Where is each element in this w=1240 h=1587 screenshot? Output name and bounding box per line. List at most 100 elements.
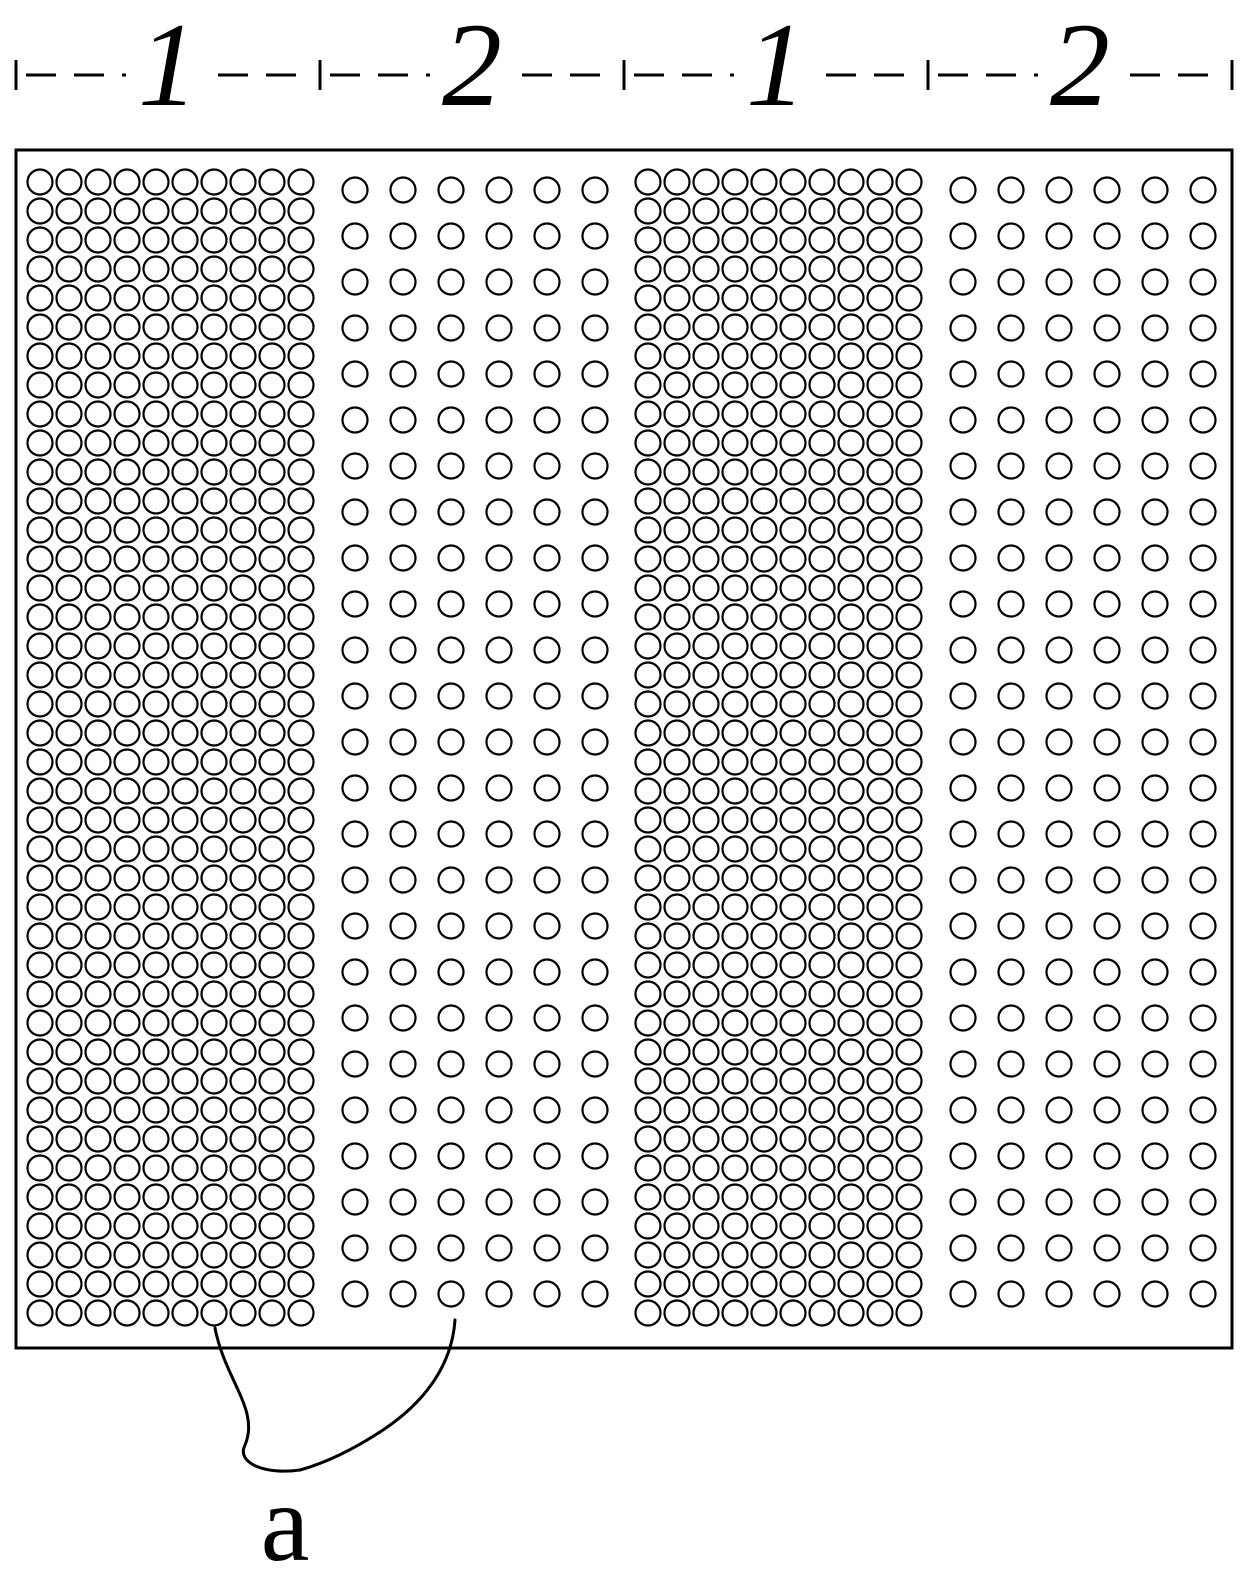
dot xyxy=(694,1156,719,1181)
dot xyxy=(839,982,864,1007)
dot xyxy=(694,1272,719,1297)
dot xyxy=(897,750,922,775)
dot xyxy=(1191,776,1216,801)
dot xyxy=(28,1156,53,1181)
dot xyxy=(343,960,368,985)
dot xyxy=(115,199,140,224)
dot xyxy=(951,1052,976,1077)
dot xyxy=(343,592,368,617)
dot xyxy=(723,402,748,427)
dot xyxy=(868,982,893,1007)
dot xyxy=(868,402,893,427)
dot xyxy=(28,286,53,311)
dot xyxy=(144,982,169,1007)
dot xyxy=(810,170,835,195)
dot xyxy=(57,402,82,427)
dot xyxy=(839,373,864,398)
dot xyxy=(839,460,864,485)
dot xyxy=(752,1301,777,1326)
dot xyxy=(202,721,227,746)
dot xyxy=(173,518,198,543)
dot xyxy=(231,1127,256,1152)
dot xyxy=(781,866,806,891)
dot xyxy=(752,953,777,978)
dot xyxy=(173,228,198,253)
dot xyxy=(723,779,748,804)
dot xyxy=(781,721,806,746)
dot xyxy=(839,721,864,746)
dot xyxy=(487,1144,512,1169)
dot xyxy=(343,1052,368,1077)
dot xyxy=(115,750,140,775)
dot xyxy=(231,344,256,369)
dot xyxy=(868,924,893,949)
dot xyxy=(202,344,227,369)
dot xyxy=(231,315,256,340)
dot xyxy=(810,286,835,311)
dot xyxy=(723,257,748,282)
dot xyxy=(1143,546,1168,571)
dot xyxy=(202,576,227,601)
region-label-1: 2 xyxy=(442,0,502,131)
dot xyxy=(694,460,719,485)
dot xyxy=(115,895,140,920)
dot xyxy=(86,837,111,862)
dot xyxy=(144,663,169,688)
dot xyxy=(723,315,748,340)
dot xyxy=(897,199,922,224)
dot xyxy=(343,224,368,249)
dot xyxy=(781,808,806,833)
dot xyxy=(115,431,140,456)
dot xyxy=(391,914,416,939)
dot xyxy=(752,1011,777,1036)
dot xyxy=(868,866,893,891)
dot xyxy=(723,1243,748,1268)
dot xyxy=(665,663,690,688)
dot xyxy=(897,895,922,920)
dot xyxy=(951,1144,976,1169)
dot xyxy=(289,1011,314,1036)
region-label-2: 1 xyxy=(746,0,806,131)
dot xyxy=(202,1243,227,1268)
dot xyxy=(665,1069,690,1094)
dot xyxy=(839,837,864,862)
dot xyxy=(999,1144,1024,1169)
dot xyxy=(951,914,976,939)
dot xyxy=(694,257,719,282)
dot xyxy=(897,402,922,427)
dot xyxy=(28,518,53,543)
dot xyxy=(487,1052,512,1077)
dot xyxy=(202,1272,227,1297)
dot xyxy=(57,373,82,398)
label-a: a xyxy=(261,1462,310,1584)
dot xyxy=(897,721,922,746)
dot xyxy=(723,895,748,920)
dot xyxy=(260,228,285,253)
dot xyxy=(202,808,227,833)
dot xyxy=(260,489,285,514)
dot xyxy=(289,924,314,949)
dot xyxy=(636,547,661,572)
dot xyxy=(202,750,227,775)
dot xyxy=(665,605,690,630)
dot xyxy=(144,1040,169,1065)
dot xyxy=(115,866,140,891)
dot xyxy=(1047,1190,1072,1215)
dot xyxy=(487,270,512,295)
dot xyxy=(86,518,111,543)
dot xyxy=(999,270,1024,295)
dot xyxy=(810,1272,835,1297)
dot xyxy=(86,228,111,253)
dot xyxy=(144,866,169,891)
dot xyxy=(1191,592,1216,617)
dot xyxy=(897,953,922,978)
dot xyxy=(28,547,53,572)
dot xyxy=(202,373,227,398)
dot xyxy=(260,518,285,543)
dot xyxy=(1143,316,1168,341)
dot xyxy=(868,518,893,543)
dot xyxy=(1047,914,1072,939)
dot xyxy=(144,402,169,427)
dot xyxy=(636,286,661,311)
dot xyxy=(144,1127,169,1152)
